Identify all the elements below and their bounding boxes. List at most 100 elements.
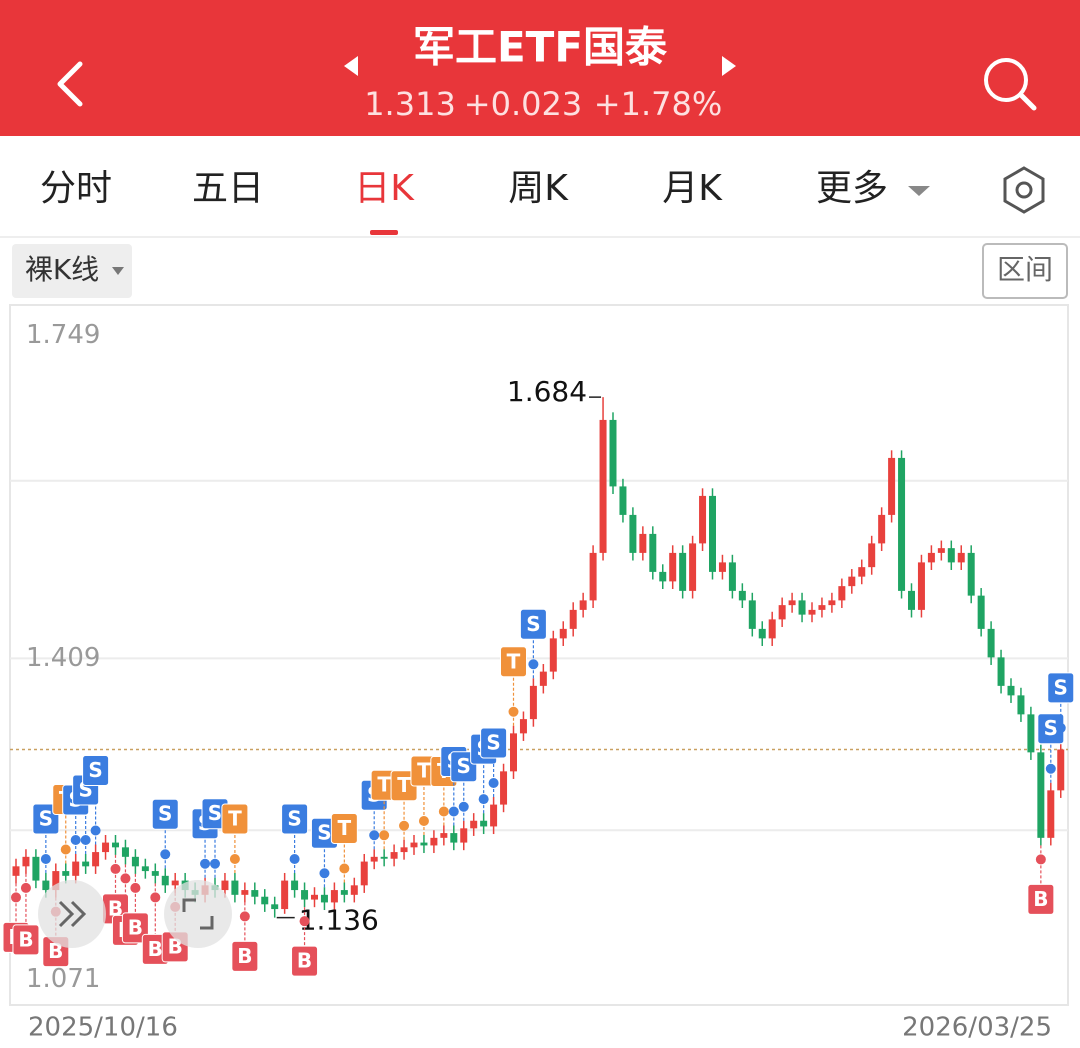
candle-body bbox=[639, 533, 647, 553]
change: +0.023 bbox=[464, 85, 582, 123]
signal-badge bbox=[221, 803, 249, 835]
signal-dot bbox=[40, 853, 51, 864]
next-arrow[interactable] bbox=[722, 56, 736, 76]
candle-body bbox=[251, 890, 259, 897]
candle-body bbox=[360, 861, 368, 886]
signal-label: T bbox=[417, 758, 431, 782]
signal-dot bbox=[130, 882, 141, 893]
signal-badge bbox=[480, 727, 508, 759]
signal-label: S bbox=[287, 806, 301, 830]
tab[interactable]: 分时 bbox=[40, 168, 112, 209]
signal-label: T bbox=[338, 816, 352, 840]
settings-button[interactable] bbox=[1003, 166, 1045, 214]
candle-body bbox=[659, 571, 667, 582]
title: 军工ETF国泰 bbox=[413, 23, 668, 72]
candle-body bbox=[330, 890, 338, 903]
signal-dot bbox=[478, 794, 489, 805]
search-button[interactable] bbox=[984, 58, 1037, 111]
signal-badge bbox=[1027, 883, 1055, 915]
back-button[interactable] bbox=[57, 61, 83, 107]
candle-body bbox=[271, 904, 279, 910]
tab[interactable]: 月K bbox=[662, 168, 723, 209]
signal-label: B bbox=[128, 915, 143, 939]
candle-body bbox=[121, 847, 129, 857]
candle-body bbox=[758, 628, 766, 639]
candle-body bbox=[311, 894, 318, 900]
fullscreen-button[interactable] bbox=[164, 880, 232, 948]
tab[interactable]: 五日 bbox=[192, 168, 264, 209]
tab[interactable]: 周K bbox=[508, 168, 569, 209]
signal-dot bbox=[299, 916, 310, 927]
candle-body bbox=[102, 842, 110, 853]
candle-body bbox=[92, 852, 100, 867]
signal-label: B bbox=[1033, 887, 1048, 911]
candle-body bbox=[559, 628, 567, 639]
signal-badge bbox=[500, 646, 527, 678]
fullscreen-icon bbox=[182, 898, 214, 930]
candle-body bbox=[997, 657, 1005, 686]
signal-dot bbox=[1045, 763, 1056, 774]
signal-label: B bbox=[148, 937, 163, 961]
candle-body bbox=[500, 771, 508, 805]
signal-dot bbox=[70, 834, 81, 845]
tab-underline bbox=[370, 230, 398, 235]
tab-bar: 分时 五日 日K 周K 月K 更多 bbox=[40, 168, 930, 235]
candle-body bbox=[788, 600, 796, 606]
signal-dot bbox=[319, 868, 330, 879]
candle-body bbox=[390, 852, 398, 859]
signal-dot bbox=[110, 863, 121, 874]
candle-body bbox=[728, 562, 736, 591]
candle-body bbox=[370, 856, 378, 862]
signal-dot bbox=[528, 659, 539, 670]
signal-label: S bbox=[317, 821, 331, 845]
range-button[interactable] bbox=[982, 243, 1068, 299]
signal-label: S bbox=[526, 612, 540, 636]
candle-body bbox=[510, 733, 517, 772]
prev-arrow[interactable] bbox=[344, 56, 358, 76]
signal-label: S bbox=[39, 806, 53, 830]
signal-label: S bbox=[158, 802, 172, 826]
candle-body bbox=[629, 514, 637, 553]
signal-label: S bbox=[1044, 716, 1058, 740]
candle-body bbox=[1037, 752, 1045, 838]
candle-body bbox=[430, 837, 438, 846]
candle-body bbox=[818, 605, 826, 610]
tab[interactable]: 日K bbox=[354, 168, 415, 209]
candle-body bbox=[221, 880, 229, 891]
signal-badge bbox=[1047, 672, 1075, 704]
candle-body bbox=[947, 548, 955, 563]
candle-body bbox=[808, 609, 816, 615]
candle-body bbox=[669, 552, 677, 582]
signal-dot bbox=[11, 892, 21, 903]
candle-body bbox=[480, 820, 488, 827]
signal-dot bbox=[160, 849, 171, 860]
candle-body bbox=[539, 671, 547, 686]
signal-label: B bbox=[108, 896, 123, 920]
signal-label: T bbox=[377, 773, 391, 797]
kline-mode-label: 裸K线 bbox=[25, 253, 99, 286]
candle-body bbox=[709, 495, 716, 572]
signal-dot bbox=[399, 820, 410, 831]
candle-body bbox=[420, 842, 428, 846]
candle-body bbox=[848, 576, 856, 587]
candle-body bbox=[261, 896, 269, 905]
candle-body bbox=[529, 685, 537, 720]
candle-body bbox=[599, 419, 607, 553]
signal-dot bbox=[508, 706, 519, 717]
signal-badge bbox=[82, 754, 110, 786]
candle-body bbox=[22, 856, 30, 867]
candle-body bbox=[967, 552, 975, 596]
range-label: 区间 bbox=[997, 253, 1053, 286]
signal-label: B bbox=[297, 949, 312, 973]
candle-body bbox=[798, 600, 806, 615]
signal-dot bbox=[200, 858, 211, 869]
signal-badge bbox=[151, 798, 179, 830]
signal-label: B bbox=[237, 944, 252, 968]
y-tick-label: 1.071 bbox=[26, 964, 100, 994]
candle-body bbox=[301, 890, 309, 900]
tab[interactable]: 更多 bbox=[816, 168, 888, 209]
kline-mode-button[interactable] bbox=[12, 244, 132, 298]
signal-dot bbox=[448, 806, 459, 817]
candle-body bbox=[828, 600, 836, 606]
candle-body bbox=[609, 419, 617, 487]
